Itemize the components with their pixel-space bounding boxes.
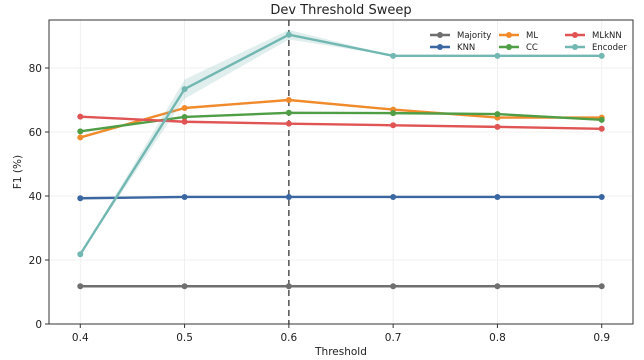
encoder-point <box>494 52 501 59</box>
knn-point <box>598 193 605 200</box>
knn-legend-marker <box>437 44 443 50</box>
x-tick-label: 0.4 <box>72 332 89 344</box>
mlknn-legend-label: MLkNN <box>592 31 622 41</box>
cc-point <box>494 111 501 118</box>
cc-point <box>285 109 292 116</box>
x-tick-label: 0.9 <box>593 332 610 344</box>
axes: 0 20 40 60 80 0.4 0.5 0.6 0.7 0.8 0.9 <box>29 63 610 344</box>
cc-legend-label: CC <box>526 43 538 53</box>
y-tick-label: 60 <box>29 127 42 139</box>
encoder-point <box>598 52 605 59</box>
x-tick-label: 0.7 <box>385 332 402 344</box>
knn-point <box>77 195 84 202</box>
y-tick-label: 80 <box>29 63 42 75</box>
ml-line <box>79 98 602 139</box>
knn-point <box>390 193 397 200</box>
encoder-legend-marker <box>572 44 578 50</box>
ml-point <box>77 134 84 141</box>
cc-legend-marker <box>506 44 512 50</box>
mlknn-point <box>598 125 605 132</box>
mlknn-point <box>285 120 292 127</box>
chart-title: Dev Threshold Sweep <box>270 3 411 18</box>
grid <box>49 20 633 325</box>
majority-point <box>181 283 188 290</box>
x-tick-label: 0.5 <box>176 332 193 344</box>
y-tick-label: 20 <box>29 255 42 267</box>
mlknn-legend-marker <box>572 32 578 38</box>
x-tick-label: 0.8 <box>489 332 506 344</box>
majority-legend-marker <box>437 32 443 38</box>
encoder-point <box>77 251 84 258</box>
y-tick-label: 0 <box>35 319 42 331</box>
encoder-line <box>79 33 602 255</box>
x-tick-label: 0.6 <box>281 332 298 344</box>
ml-point <box>181 105 188 111</box>
plot-frame <box>48 19 634 325</box>
cc-point <box>77 128 84 135</box>
knn-point <box>285 193 292 200</box>
legend: Majority KNN ML CC MLkNN Encoder <box>430 31 627 53</box>
mlknn-point <box>181 118 188 125</box>
ml-legend-marker <box>506 32 512 38</box>
x-axis-label: Threshold <box>314 346 367 358</box>
y-axis-label: F1 (%) <box>12 155 24 189</box>
cc-point <box>181 113 188 120</box>
knn-point <box>494 193 501 200</box>
ml-point <box>285 97 292 103</box>
majority-point <box>598 283 605 290</box>
majority-legend-label: Majority <box>457 31 491 41</box>
encoder-legend-label: Encoder <box>592 43 627 53</box>
ml-legend-label: ML <box>526 31 538 41</box>
cc-point <box>598 116 605 123</box>
majority-point <box>77 283 84 290</box>
encoder-point <box>285 31 292 38</box>
majority-point <box>494 283 501 290</box>
majority-point <box>285 283 292 290</box>
knn-point <box>181 193 188 200</box>
mlknn-point <box>390 122 397 129</box>
majority-point <box>390 283 397 290</box>
knn-legend-label: KNN <box>457 43 475 53</box>
mlknn-line <box>80 115 602 130</box>
knn-line <box>80 195 602 200</box>
mlknn-point <box>494 123 501 130</box>
mlknn-point <box>77 113 84 120</box>
encoder-point <box>181 86 188 93</box>
cc-line <box>80 111 602 133</box>
cc-point <box>390 110 397 117</box>
y-tick-label: 40 <box>29 191 42 203</box>
plot-area <box>77 29 605 290</box>
encoder-point <box>390 52 397 59</box>
